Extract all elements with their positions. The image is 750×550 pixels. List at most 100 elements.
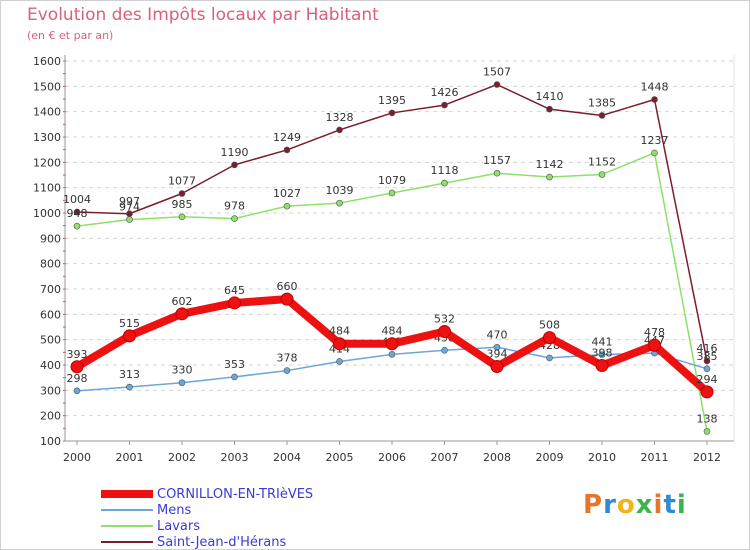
data-label: 353: [224, 358, 245, 371]
data-label: 1142: [536, 158, 564, 171]
x-tick-label: 2005: [326, 451, 354, 464]
y-tick-label: 500: [40, 334, 61, 347]
brand-letter: i: [676, 490, 687, 520]
data-label: 978: [224, 200, 245, 213]
brand-letter: r: [603, 490, 617, 520]
data-point: [546, 354, 553, 362]
data-point: [73, 222, 81, 230]
x-tick-label: 2002: [168, 451, 196, 464]
y-tick-label: 1400: [33, 106, 61, 119]
brand-letter: i: [653, 490, 664, 520]
data-point: [651, 96, 658, 103]
x-tick-label: 2004: [273, 451, 301, 464]
data-label: 1190: [221, 146, 249, 159]
data-label: 1079: [378, 174, 406, 187]
data-label: 416: [697, 342, 718, 355]
legend-item: CORNILLON-EN-TRIèVES: [101, 486, 313, 502]
data-point: [490, 360, 504, 374]
data-point: [73, 208, 81, 216]
y-tick-label: 1000: [33, 207, 61, 220]
data-point: [385, 337, 399, 351]
data-label: 602: [172, 295, 193, 308]
data-label: 398: [592, 347, 613, 360]
data-label: 484: [329, 325, 350, 338]
x-tick-label: 2003: [221, 451, 249, 464]
y-tick-label: 100: [40, 435, 61, 448]
data-point: [438, 325, 451, 339]
data-point: [598, 171, 606, 178]
y-tick-label: 600: [40, 308, 61, 321]
data-label: 484: [382, 325, 403, 338]
data-point: [388, 109, 396, 117]
legend-label: Mens: [157, 502, 192, 518]
data-label: 313: [119, 368, 140, 381]
data-label: 974: [119, 201, 140, 214]
legend-label: Saint-Jean-d'Hérans: [157, 534, 287, 550]
y-tick-label: 200: [40, 410, 61, 423]
legend-swatch: [101, 525, 153, 527]
data-point: [70, 360, 84, 374]
data-label: 1039: [326, 184, 354, 197]
y-tick-label: 800: [40, 258, 61, 271]
data-label: 1004: [63, 193, 91, 206]
legend-item: Lavars: [101, 518, 200, 534]
data-point: [231, 161, 238, 169]
data-label: 1395: [378, 94, 406, 107]
data-point: [283, 367, 291, 374]
data-point: [703, 357, 711, 365]
data-point: [280, 292, 294, 306]
y-tick-label: 1300: [33, 131, 61, 144]
data-label: 330: [172, 364, 193, 377]
y-tick-label: 700: [40, 283, 61, 296]
y-tick-label: 1500: [33, 80, 61, 93]
data-point: [703, 365, 711, 373]
data-label: 1118: [431, 164, 459, 177]
data-label: 1385: [588, 96, 616, 109]
data-point: [388, 189, 396, 197]
x-tick-label: 2011: [641, 451, 669, 464]
data-label: 1448: [641, 81, 669, 94]
data-label: 1507: [483, 66, 511, 79]
data-point: [441, 179, 448, 187]
data-point: [175, 307, 189, 321]
data-point: [283, 202, 291, 210]
data-label: 394: [487, 348, 508, 361]
data-point: [598, 351, 606, 358]
y-tick-label: 900: [40, 232, 61, 245]
y-tick-label: 1200: [33, 156, 61, 169]
x-tick-label: 2006: [378, 451, 406, 464]
data-label: 1027: [273, 187, 301, 200]
x-tick-label: 2007: [431, 451, 459, 464]
x-tick-label: 2010: [588, 451, 616, 464]
data-point: [441, 101, 448, 109]
data-point: [178, 213, 186, 221]
data-label: 508: [539, 319, 560, 332]
data-label: 660: [277, 280, 298, 293]
data-label: 138: [697, 412, 718, 425]
x-tick-label: 2009: [536, 451, 564, 464]
data-point: [595, 359, 609, 373]
data-point: [228, 296, 241, 310]
data-point: [651, 149, 658, 157]
data-label: 515: [119, 317, 140, 330]
data-label: 1426: [431, 86, 459, 99]
x-tick-label: 2012: [693, 451, 721, 464]
data-point: [493, 343, 501, 351]
legend-item: Mens: [101, 502, 191, 518]
data-label: 1249: [273, 131, 301, 144]
data-point: [648, 338, 661, 352]
data-label: 1152: [588, 155, 616, 168]
data-point: [493, 81, 501, 88]
brand-letter: o: [616, 490, 636, 520]
brand-letter: x: [635, 490, 654, 520]
data-label: 1077: [168, 174, 196, 187]
data-label: 948: [67, 207, 88, 220]
x-tick-label: 2008: [483, 451, 511, 464]
data-label: 1328: [326, 111, 354, 124]
legend-item: Saint-Jean-d'Hérans: [101, 534, 286, 550]
data-label: 470: [487, 328, 508, 341]
data-point: [283, 146, 291, 154]
data-point: [543, 331, 556, 345]
legend-swatch: [101, 509, 153, 511]
